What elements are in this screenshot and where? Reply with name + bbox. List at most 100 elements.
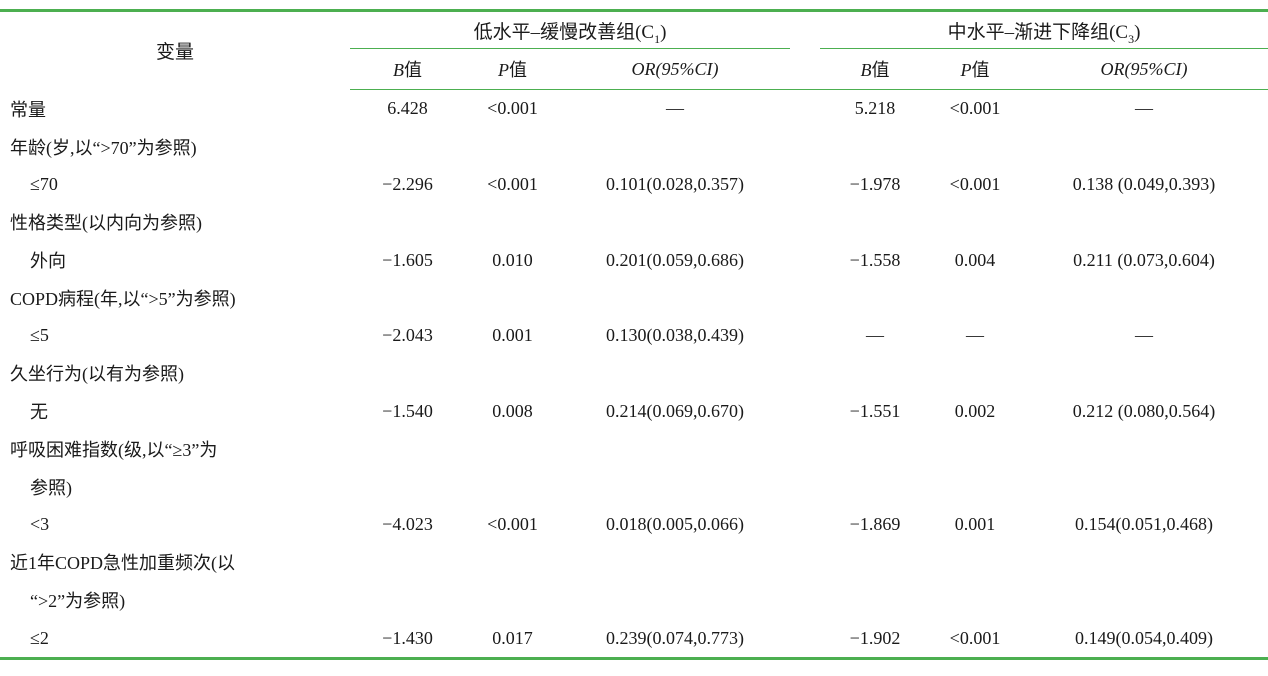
cell-gap — [790, 430, 820, 468]
cell-b2 — [820, 581, 930, 619]
table-row: 无 −1.540 0.008 0.214(0.069,0.670) −1.551… — [0, 392, 1268, 430]
cell-or1 — [560, 128, 790, 166]
cell-p1 — [465, 203, 560, 241]
cell-b1: 6.428 — [387, 98, 428, 119]
cell-or1 — [560, 468, 790, 506]
cell-or1 — [560, 279, 790, 317]
cell-p1 — [465, 581, 560, 619]
cell-gap — [790, 279, 820, 317]
cell-or2: — — [1135, 98, 1153, 119]
cell-b2 — [820, 544, 930, 582]
cell-gap — [790, 355, 820, 393]
cell-gap — [790, 128, 820, 166]
group-c3-subscript: 3 — [1128, 31, 1135, 46]
cell-or2 — [1020, 355, 1268, 393]
table-row: ≤2 −1.430 0.017 0.239(0.074,0.773) −1.90… — [0, 619, 1268, 658]
cell-b1 — [350, 355, 465, 393]
cell-p1: 0.008 — [492, 400, 533, 421]
cell-variable: 外向 — [30, 251, 66, 272]
group-c1-subscript: 1 — [654, 31, 661, 46]
cell-variable: ≤2 — [30, 627, 49, 648]
group-header-c1: 低水平–缓慢改善组(C1) — [350, 10, 790, 49]
cell-p2: <0.001 — [949, 98, 1001, 119]
regression-table: 变量 低水平–缓慢改善组(C1) 中水平–渐进下降组(C3) B值 P值 OR(… — [0, 9, 1268, 660]
cell-variable: <3 — [30, 514, 50, 535]
column-header-or2: OR(95%CI) — [1020, 48, 1268, 90]
cell-p2: <0.001 — [949, 173, 1001, 194]
cell-b2 — [820, 355, 930, 393]
table-row: ≤5 −2.043 0.001 0.130(0.038,0.439) — — — — [0, 317, 1268, 355]
cell-variable: 近1年COPD急性加重频次(以 — [10, 553, 236, 574]
column-header-variable: 变量 — [155, 42, 194, 64]
table-header: 变量 低水平–缓慢改善组(C1) 中水平–渐进下降组(C3) B值 P值 OR(… — [0, 10, 1268, 90]
cell-p1 — [465, 128, 560, 166]
cell-p2: 0.002 — [954, 400, 996, 421]
cell-b1 — [350, 430, 465, 468]
cell-p1 — [465, 355, 560, 393]
cell-or2 — [1020, 544, 1268, 582]
cell-gap — [790, 241, 820, 279]
group-c1-close: ) — [660, 21, 667, 43]
column-header-b1: B值 — [350, 48, 465, 90]
cell-variable: COPD病程(年,以“>5”为参照) — [10, 288, 236, 309]
table-figure: 变量 低水平–缓慢改善组(C1) 中水平–渐进下降组(C3) B值 P值 OR(… — [0, 9, 1268, 660]
table-row: 常量 6.428 <0.001 — 5.218 <0.001 — — [0, 90, 1268, 128]
cell-or2 — [1020, 203, 1268, 241]
cell-or2: 0.154(0.051,0.468) — [1075, 514, 1213, 535]
cell-or2: 0.211 (0.073,0.604) — [1073, 249, 1215, 270]
cell-b2 — [820, 203, 930, 241]
table-row: 近1年COPD急性加重频次(以 — [0, 544, 1268, 582]
cell-variable: 常量 — [10, 99, 46, 120]
cell-or1: 0.239(0.074,0.773) — [606, 627, 744, 648]
cell-b1 — [350, 128, 465, 166]
cell-gap — [790, 619, 820, 658]
cell-or1 — [560, 581, 790, 619]
cell-b1: −1.540 — [382, 400, 433, 421]
cell-or2 — [1020, 581, 1268, 619]
cell-or2 — [1020, 430, 1268, 468]
cell-gap — [790, 317, 820, 355]
cell-b2 — [820, 430, 930, 468]
table-row: 呼吸困难指数(级,以“≥3”为 — [0, 430, 1268, 468]
cell-p2 — [930, 581, 1020, 619]
cell-b2 — [820, 128, 930, 166]
cell-p1: <0.001 — [487, 514, 538, 535]
cell-variable: 呼吸困难指数(级,以“≥3”为 — [10, 440, 218, 461]
cell-or1 — [560, 430, 790, 468]
column-header-or1: OR(95%CI) — [560, 48, 790, 90]
cell-gap — [790, 166, 820, 204]
header-gap — [790, 48, 820, 90]
cell-variable: 参照) — [30, 477, 72, 498]
cell-p1 — [465, 544, 560, 582]
cell-or1: 0.130(0.038,0.439) — [606, 325, 744, 346]
cell-p2 — [930, 203, 1020, 241]
cell-b2 — [820, 468, 930, 506]
subheader-row: B值 P值 OR(95%CI) B值 P值 OR(95%CI) — [0, 48, 1268, 90]
cell-gap — [790, 90, 820, 128]
table-row: 性格类型(以内向为参照) — [0, 203, 1268, 241]
cell-p1: 0.001 — [492, 325, 533, 346]
table-row: 久坐行为(以有为参照) — [0, 355, 1268, 393]
cell-p2 — [930, 128, 1020, 166]
cell-variable: 年龄(岁,以“>70”为参照) — [10, 137, 197, 158]
cell-b1: −1.605 — [382, 249, 433, 270]
table-row: 年龄(岁,以“>70”为参照) — [0, 128, 1268, 166]
cell-variable: ≤5 — [30, 325, 49, 346]
cell-p2: 0.004 — [954, 249, 996, 270]
cell-p2 — [930, 544, 1020, 582]
group-header-row: 变量 低水平–缓慢改善组(C1) 中水平–渐进下降组(C3) — [0, 10, 1268, 63]
cell-b2: — — [866, 325, 884, 346]
cell-b1 — [350, 544, 465, 582]
cell-b2: −1.558 — [849, 249, 901, 270]
cell-b1: −2.296 — [382, 173, 433, 194]
cell-b2: −1.869 — [849, 514, 901, 535]
cell-b1 — [350, 279, 465, 317]
cell-b2 — [820, 279, 930, 317]
cell-or2: 0.138 (0.049,0.393) — [1072, 173, 1216, 194]
cell-or2: 0.212 (0.080,0.564) — [1072, 400, 1216, 421]
cell-p2: — — [966, 325, 984, 346]
cell-or1 — [560, 544, 790, 582]
cell-p1: 0.017 — [492, 627, 533, 648]
column-header-p1: P值 — [465, 48, 560, 90]
cell-gap — [790, 581, 820, 619]
